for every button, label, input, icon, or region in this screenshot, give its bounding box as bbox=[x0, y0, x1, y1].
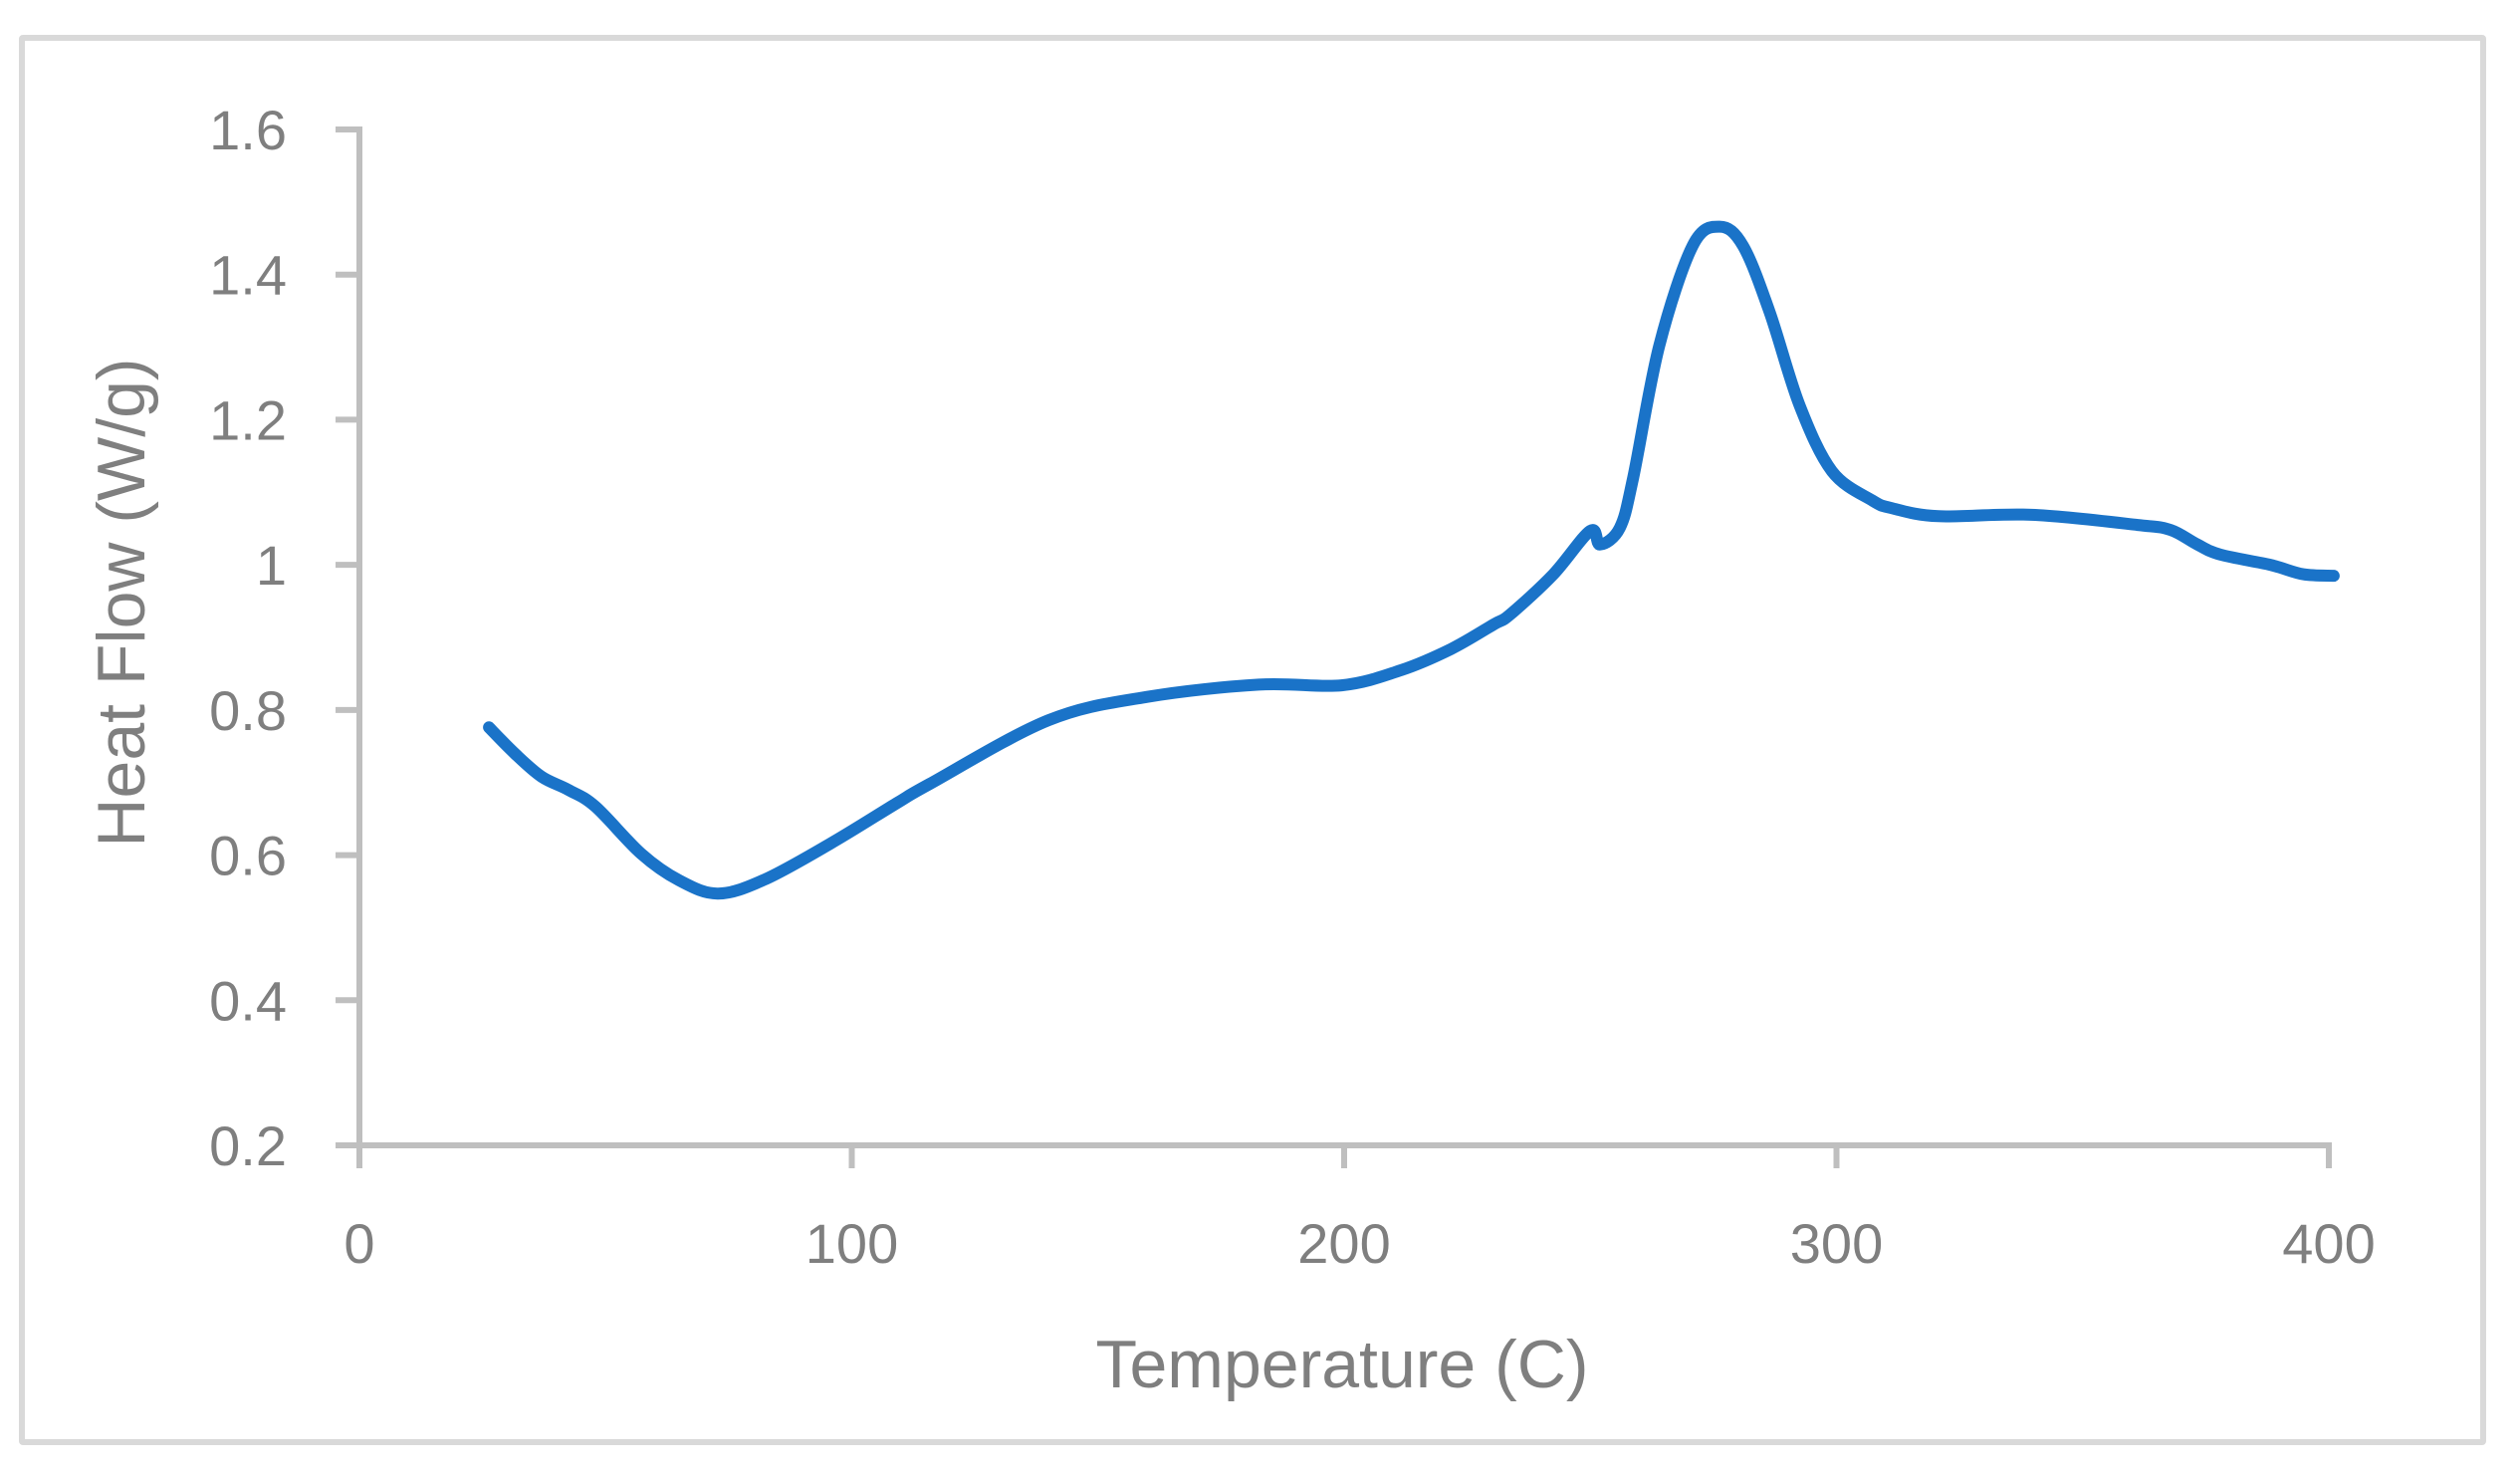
x-tick-label: 100 bbox=[805, 1212, 898, 1275]
y-axis-ticks: 0.2 0.4 0.6 0.8 1 1.2 1.4 1.6 bbox=[209, 99, 359, 1177]
y-tick-label: 1 bbox=[256, 534, 287, 597]
y-tick-label: 1.6 bbox=[209, 99, 287, 161]
chart-frame bbox=[19, 35, 2486, 1445]
x-axis-title: Temperature (C) bbox=[1095, 1327, 1588, 1402]
y-tick-label: 0.8 bbox=[209, 679, 287, 742]
x-tick-label: 300 bbox=[1790, 1212, 1883, 1275]
x-axis-ticks: 0 100 200 300 400 bbox=[344, 1145, 2376, 1275]
y-axis-title: Heat Flow (W/g) bbox=[84, 358, 159, 847]
x-tick-label: 400 bbox=[2282, 1212, 2375, 1275]
y-tick-label: 0.4 bbox=[209, 969, 287, 1032]
axes: 0.2 0.4 0.6 0.8 1 1.2 1.4 1.6 0 100 200 300 400 bbox=[209, 99, 2376, 1275]
y-tick-label: 1.2 bbox=[209, 388, 287, 451]
x-tick-label: 200 bbox=[1297, 1212, 1390, 1275]
y-tick-label: 1.4 bbox=[209, 244, 287, 307]
y-tick-label: 0.6 bbox=[209, 825, 287, 887]
heat-flow-line bbox=[483, 220, 2340, 900]
x-tick-label: 0 bbox=[344, 1212, 374, 1275]
y-tick-label: 0.2 bbox=[209, 1114, 287, 1177]
